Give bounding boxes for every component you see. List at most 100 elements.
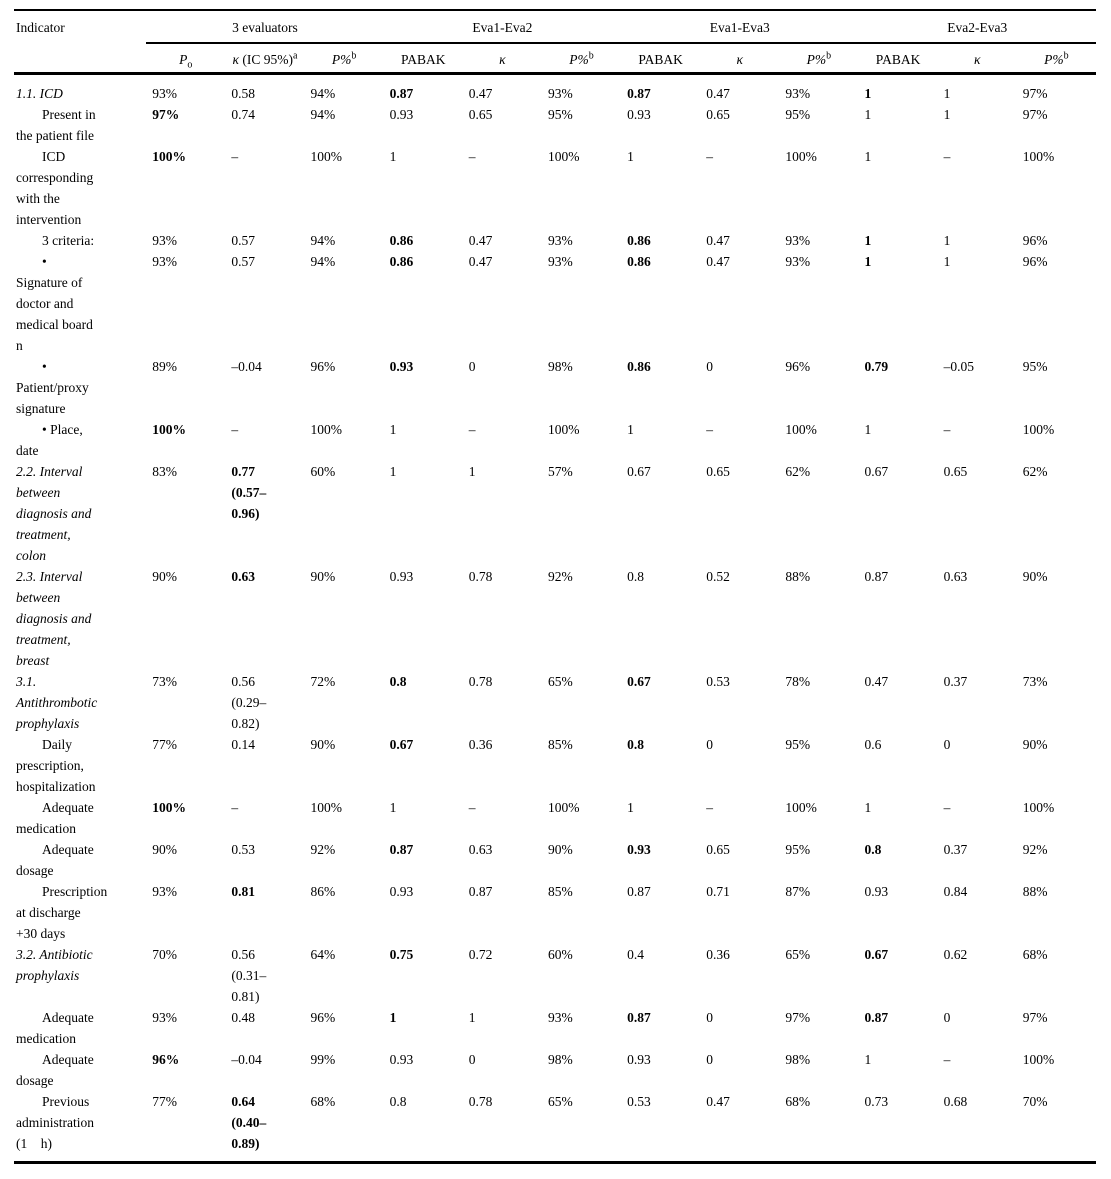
table-cell: 0: [468, 1052, 476, 1067]
table-cell: 96%: [1022, 233, 1048, 248]
table-cell: –: [706, 422, 713, 437]
indicator-column-header: Indicator: [16, 20, 65, 35]
table-cell: 0.87: [468, 884, 493, 899]
table-cell: 1: [864, 254, 872, 269]
table-cell: 100%: [785, 149, 817, 164]
table-row: Previous administration (1 h) 77% 0.64 (0.…: [14, 1091, 1096, 1163]
table-cell: 1: [627, 149, 634, 164]
table-cell: –: [943, 1052, 951, 1067]
table-cell: 70%: [1022, 1094, 1048, 1109]
table-cell: 0.8: [627, 737, 644, 752]
table-cell: 97%: [1022, 86, 1048, 101]
table-row: Adequate medication 93% 0.48 96% 1 1 93% 0.87 0 9…: [14, 1007, 1096, 1049]
table-row: • Place, date 100% – 100% 1 – 100% 1 – 100% 1 – 100%: [14, 419, 1096, 461]
table-cell: –: [231, 149, 239, 164]
table-cell: 97%: [1022, 1010, 1048, 1025]
table-cell: 96%: [152, 1052, 180, 1067]
table-cell: 94%: [310, 254, 336, 269]
table-cell: 97%: [1022, 107, 1048, 122]
column-header: P%b: [806, 50, 832, 67]
table-cell: 0.93: [389, 884, 414, 899]
indicator-section-label: 3.1. Antithrombotic prophylaxis: [16, 674, 98, 731]
table-cell: 0.77 (0.57– 0.96): [231, 464, 267, 521]
table-cell: 88%: [785, 569, 811, 584]
table-body: 1.1. ICD 93% 0.58 94% 0.87 0.47 93% 0.87 0.47 93%…: [14, 74, 1096, 1163]
table-cell: 0.36: [468, 737, 493, 752]
table-cell: 1: [864, 107, 872, 122]
table-cell: 0.53: [627, 1094, 651, 1109]
table-cell: 96%: [310, 1010, 336, 1025]
table-cell: 100%: [1022, 800, 1055, 815]
table-cell: 0.48: [231, 1010, 255, 1025]
column-header: P%b: [331, 50, 357, 67]
header-group-row: Indicator 3 evaluators Eva1-Eva2 Eva1-Eva3 E…: [14, 10, 1096, 44]
table-cell: 0.93: [627, 842, 651, 857]
table-cell: 95%: [1022, 359, 1048, 374]
table-cell: 72%: [310, 674, 336, 689]
table-cell: 95%: [547, 107, 573, 122]
table-cell: 0.8: [627, 569, 644, 584]
column-header: PABAK: [400, 52, 446, 67]
table-cell: 0.67: [864, 464, 889, 479]
table-cell: 0.58: [231, 86, 255, 101]
table-cell: 93%: [785, 254, 811, 269]
table-cell: 0: [468, 359, 476, 374]
table-cell: 77%: [152, 737, 177, 752]
table-cell: 0.87: [864, 569, 889, 584]
table-cell: 0.47: [706, 233, 730, 248]
table-cell: 90%: [1022, 569, 1048, 584]
table-cell: 0.8: [389, 674, 407, 689]
table-cell: 70%: [152, 947, 177, 962]
table-cell: 0.93: [389, 359, 414, 374]
table-cell: 0.47: [706, 1094, 730, 1109]
table-cell: 0.84: [943, 884, 968, 899]
table-cell: 100%: [547, 149, 580, 164]
table-row: 3.2. Antibiotic prophylaxis 70% 0.56 (0.31…: [14, 944, 1096, 1007]
table-cell: 0.63: [231, 569, 255, 584]
agreement-table: Indicator 3 evaluators Eva1-Eva2 Eva1-Eva3 E…: [14, 9, 1096, 1164]
table-cell: 100%: [785, 800, 817, 815]
table-cell: 93%: [152, 1010, 177, 1025]
table-cell: 0.67: [627, 464, 651, 479]
indicator-section-label: 2.2. Interval between diagnosis and trea…: [16, 464, 92, 563]
table-row: 2.3. Interval between diagnosis and trea…: [14, 566, 1096, 671]
table-cell: 93%: [785, 86, 811, 101]
table-row: 3.1. Antithrombotic prophylaxis 73% 0.56 (…: [14, 671, 1096, 734]
table-cell: 94%: [310, 86, 336, 101]
table-cell: 0.86: [389, 233, 414, 248]
table-cell: 0.56 (0.29– 0.82): [231, 674, 267, 731]
table-cell: 1: [943, 86, 951, 101]
table-cell: 57%: [547, 464, 573, 479]
table-cell: 0.8: [389, 1094, 407, 1109]
table-row: 1.1. ICD 93% 0.58 94% 0.87 0.47 93% 0.87 0.47 93%…: [14, 74, 1096, 105]
table-cell: 1: [389, 464, 397, 479]
table-cell: 88%: [1022, 884, 1048, 899]
table-cell: –: [943, 149, 951, 164]
table-cell: 0.86: [627, 359, 651, 374]
column-header: κ (IC 95%)a: [232, 50, 298, 67]
table-cell: –: [943, 422, 951, 437]
table-cell: 94%: [310, 233, 336, 248]
column-group-header: Eva1-Eva2: [383, 10, 622, 44]
indicator-sub-label: Daily prescription, hospitalization: [16, 737, 96, 794]
table-cell: 0.52: [706, 569, 730, 584]
table-cell: 0.67: [864, 947, 889, 962]
indicator-sub-label: Prescription at discharge +30 days: [16, 884, 108, 941]
table-cell: 97%: [785, 1010, 811, 1025]
table-cell: 100%: [547, 800, 580, 815]
table-cell: 0.93: [389, 569, 414, 584]
table-cell: 0.57: [231, 233, 255, 248]
table-cell: 100%: [1022, 422, 1055, 437]
table-cell: 100%: [310, 800, 343, 815]
table-row: Prescription at discharge +30 days 93% 0.8…: [14, 881, 1096, 944]
column-header: P%b: [569, 50, 594, 67]
table-cell: 0.64 (0.40– 0.89): [231, 1094, 267, 1151]
table-cell: 0.78: [468, 674, 493, 689]
table-cell: 92%: [547, 569, 573, 584]
table-cell: 1: [864, 422, 872, 437]
table-cell: 0.65: [468, 107, 493, 122]
table-cell: 1: [389, 422, 397, 437]
table-cell: 0.63: [468, 842, 493, 857]
table-cell: 93%: [152, 233, 177, 248]
